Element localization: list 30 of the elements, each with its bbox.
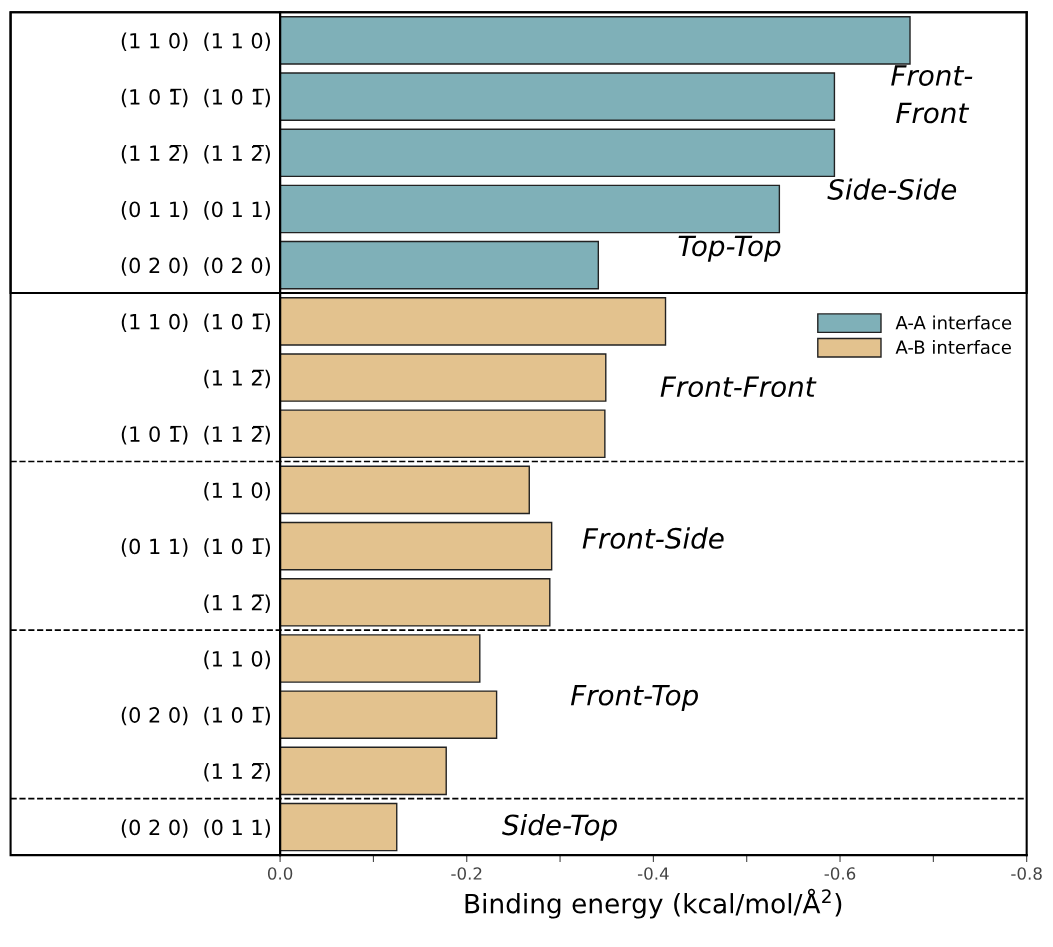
y-tick-label: (1 1 2̅) (1 1 2̅) <box>121 144 270 164</box>
annotation: Front- Front <box>891 65 973 124</box>
y-tick-label: (1 0 1̅) (1 0 1̅) <box>121 88 270 108</box>
annotation: Front-Side <box>582 527 724 549</box>
x-tick-label: -0.6 <box>824 867 856 880</box>
legend-label: A-B interface <box>895 340 1011 355</box>
legend-label: A-A interface <box>895 315 1012 330</box>
x-tick-label: -0.4 <box>637 867 669 880</box>
y-tick-label: (1 1 0) (1 1 0) <box>121 32 270 52</box>
x-tick-label: -0.8 <box>1011 867 1042 880</box>
y-tick-label: (0 2 0) (1 0 1̅) <box>121 706 270 726</box>
x-axis-title: Binding energy (kcal/mol/Å$^{2}$) <box>465 888 842 919</box>
annotation: Front-Top <box>570 684 698 711</box>
annotation: Side-Side <box>827 178 957 200</box>
y-tick-label: (1 1 0) <box>204 650 270 670</box>
y-tick-label: (0 2 0) (0 1 1) <box>121 819 270 838</box>
y-tick-label: (1 1 2̅) <box>204 762 270 782</box>
annotation: Front-Front <box>660 376 817 398</box>
y-tick-label: (0 1 1) (0 1 1) <box>121 201 270 220</box>
annotation: Side-Top <box>502 813 617 841</box>
y-tick-label: (1 0 1̅) (1 1 2̅) <box>121 425 270 445</box>
annotation: Top-Top <box>678 235 781 262</box>
y-tick-label: (1 1 0) <box>204 482 270 501</box>
y-tick-label: (1 1 0) (1 0 1̅) <box>121 313 270 333</box>
y-tick-label: (1 1 2̅) <box>204 369 270 389</box>
y-tick-label: (0 1 1) (1 0 1̅) <box>121 538 270 557</box>
x-tick-label: -0.2 <box>451 867 482 880</box>
y-tick-label: (0 2 0) (0 2 0) <box>121 257 270 276</box>
y-tick-label: (1 1 2̅) <box>204 594 270 613</box>
x-tick-label: 0.0 <box>267 867 293 880</box>
